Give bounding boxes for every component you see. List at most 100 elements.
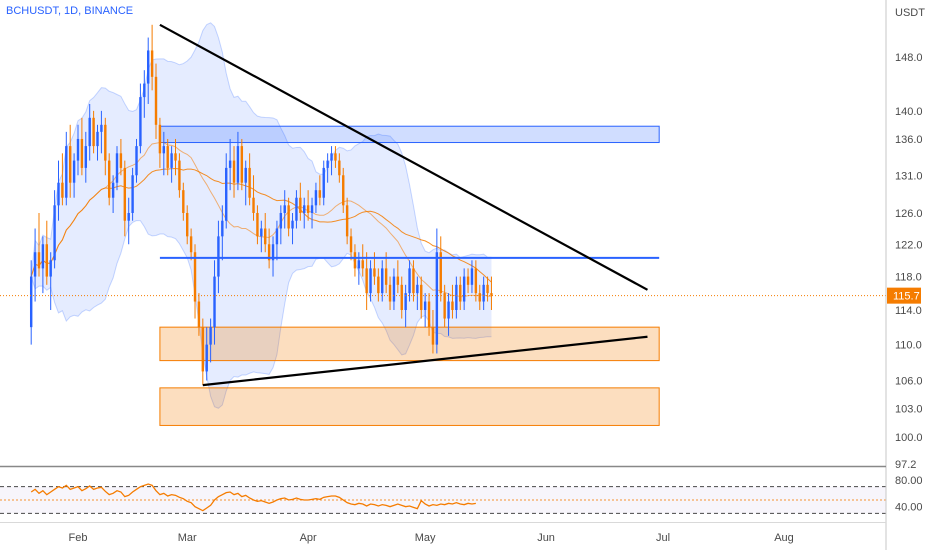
candle-body	[291, 220, 294, 229]
candle-body	[423, 301, 427, 310]
candle	[147, 37, 150, 104]
candle	[345, 197, 349, 245]
price-tick-label: 140.0	[895, 106, 923, 118]
candle	[482, 276, 485, 310]
candle-body	[264, 228, 267, 245]
resistance-zone-0[interactable]	[159, 125, 660, 144]
candle	[260, 220, 263, 253]
candle	[252, 175, 255, 221]
candle	[189, 228, 193, 261]
candle-body	[338, 160, 341, 176]
candle-body	[381, 268, 384, 294]
candle-body	[61, 182, 64, 198]
time-axis[interactable]: Feb Mar Apr May Jun Jul Aug	[69, 532, 794, 544]
candle-body	[154, 76, 158, 125]
candle	[111, 175, 115, 213]
candle	[322, 160, 325, 206]
candle-body	[193, 252, 197, 302]
candle	[338, 153, 341, 183]
candle-body	[127, 212, 130, 221]
candle-body	[322, 167, 325, 198]
candle	[330, 146, 333, 176]
candle-body	[365, 268, 368, 294]
candle	[256, 205, 259, 245]
candle-body	[166, 146, 169, 168]
candle-body	[119, 153, 123, 168]
candles	[29, 24, 493, 386]
candle	[158, 117, 162, 168]
candle	[72, 153, 76, 198]
candle-body	[29, 276, 33, 328]
candle-body	[256, 212, 259, 237]
candle	[365, 252, 368, 310]
candle	[193, 244, 197, 319]
candle-body	[342, 175, 345, 206]
candle-body	[158, 124, 162, 154]
candle	[279, 205, 283, 245]
candle-body	[45, 244, 49, 277]
candle-body	[295, 197, 298, 221]
candle-body	[139, 97, 142, 147]
support-zone-2[interactable]	[159, 387, 660, 426]
candle	[349, 228, 353, 261]
candle-body	[275, 228, 279, 245]
candle-body	[400, 284, 403, 310]
candle-body	[225, 167, 228, 221]
candle-body	[299, 197, 302, 213]
candle-body	[388, 284, 392, 302]
time-tick-label: Jul	[656, 532, 670, 544]
candle-body	[326, 160, 329, 168]
candle-body	[310, 205, 314, 213]
candle-body	[217, 236, 220, 277]
candle	[314, 182, 318, 213]
candle	[439, 236, 442, 302]
candle-body	[377, 276, 380, 294]
candle-body	[330, 153, 333, 161]
candle	[166, 138, 169, 176]
price-axis[interactable]: 148.0 140.0 136.0 131.0 126.0 122.0 118.0 114.0…	[895, 52, 923, 471]
candle	[178, 153, 181, 198]
candle	[466, 268, 470, 294]
bollinger-upper-line	[30, 22, 492, 277]
candle	[248, 153, 251, 206]
candle-body	[474, 268, 478, 294]
candle-body	[416, 284, 419, 294]
candle	[384, 252, 388, 294]
candle-body	[186, 212, 189, 237]
candle	[267, 228, 271, 269]
candle	[416, 276, 419, 310]
descending-trendline[interactable]	[159, 23, 649, 291]
candle	[49, 252, 52, 310]
candle	[369, 260, 372, 302]
candle-body	[174, 153, 177, 161]
candle	[447, 293, 450, 336]
candle-body	[490, 293, 493, 296]
candle	[201, 318, 205, 386]
candle	[423, 293, 427, 328]
candle	[205, 327, 208, 381]
candle	[271, 236, 275, 277]
candle	[427, 293, 431, 336]
candle-body	[57, 182, 60, 206]
candle-body	[439, 252, 442, 294]
last-price-label: 115.7	[893, 291, 920, 303]
candle	[388, 276, 392, 310]
time-tick-label: May	[415, 532, 436, 544]
bollinger-bands	[30, 22, 492, 409]
candle-body	[37, 252, 41, 269]
candle	[303, 197, 306, 229]
candle	[451, 284, 454, 319]
candle	[84, 131, 88, 183]
price-tick-label: 131.0	[895, 170, 923, 182]
candle	[127, 197, 130, 245]
candle-body	[189, 236, 193, 253]
candle-body	[361, 260, 364, 269]
candle-body	[96, 131, 99, 147]
price-zones	[159, 125, 660, 426]
price-tick-label: 122.0	[895, 239, 923, 251]
candle	[131, 167, 134, 221]
candle-body	[65, 146, 68, 198]
ascending-trendline[interactable]	[202, 335, 648, 387]
candle-body	[72, 160, 76, 183]
